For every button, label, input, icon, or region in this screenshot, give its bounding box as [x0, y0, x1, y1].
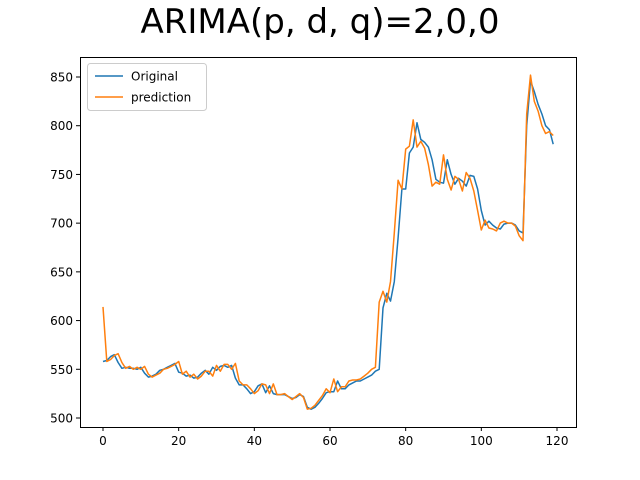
x-tick-label: 80 — [398, 434, 413, 448]
y-tick-label: 500 — [50, 412, 73, 426]
y-tick-label: 850 — [50, 71, 73, 85]
series-layer — [102, 74, 554, 410]
legend-label-prediction: prediction — [131, 91, 191, 105]
x-tick-label: 60 — [322, 434, 337, 448]
x-tick-label: 40 — [247, 434, 262, 448]
x-tick-label: 0 — [99, 434, 107, 448]
x-axis: 0 20 40 60 80 100 120 — [99, 427, 568, 448]
x-tick-label: 120 — [546, 434, 569, 448]
series-line-original — [102, 80, 554, 410]
legend: Original prediction — [87, 63, 207, 111]
x-tick-label: 100 — [470, 434, 493, 448]
y-axis: 500 550 600 650 700 750 800 850 — [50, 71, 80, 426]
y-tick-label: 650 — [50, 265, 73, 279]
x-tick-label: 20 — [171, 434, 186, 448]
y-tick-label: 700 — [50, 217, 73, 231]
y-tick-label: 800 — [50, 119, 73, 133]
y-tick-label: 600 — [50, 314, 73, 328]
legend-label-original: Original — [131, 70, 178, 84]
axes-frame — [80, 57, 577, 428]
y-tick-label: 750 — [50, 168, 73, 182]
y-tick-label: 550 — [50, 363, 73, 377]
series-line-prediction — [102, 74, 554, 410]
chart-title: ARIMA(p, d, q)=2,0,0 — [140, 2, 500, 42]
